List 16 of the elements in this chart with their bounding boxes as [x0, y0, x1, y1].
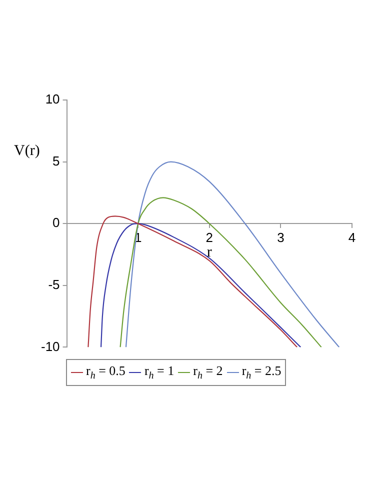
- y-tick-label: 0: [52, 215, 60, 230]
- legend-label: r$_{h}$ = 2: [193, 363, 223, 382]
- x-tick-label: 2: [206, 230, 214, 245]
- y-tick-label: -5: [48, 276, 60, 292]
- legend-label: r$_{h}$ = 1: [144, 363, 174, 382]
- x-axis-title: r: [206, 244, 212, 261]
- y-tick-label: 5: [52, 153, 60, 168]
- y-tick-label: 10: [45, 92, 60, 107]
- line-series: [125, 161, 340, 348]
- y-axis-title: V(r): [14, 143, 40, 160]
- y-tick-label: -10: [40, 338, 60, 354]
- line-series: [120, 197, 322, 348]
- legend-label: r$_{h}$ = 2.5: [242, 363, 282, 382]
- x-tick-label: 3: [277, 230, 284, 245]
- x-tick-label: 4: [348, 230, 356, 245]
- legend-label: r$_{h}$ = 0.5: [86, 363, 126, 382]
